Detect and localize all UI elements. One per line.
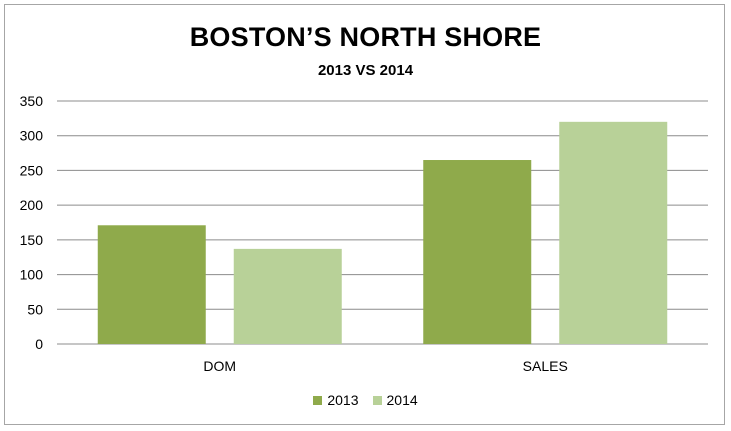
chart-title: BOSTON’S NORTH SHORE bbox=[189, 22, 542, 52]
y-tick-label: 150 bbox=[20, 232, 44, 248]
bar-dom-2013 bbox=[97, 225, 206, 344]
y-tick-label: 200 bbox=[20, 197, 44, 213]
legend-item-2013: 2013 bbox=[313, 392, 359, 408]
chart-subtitle: 2013 VS 2014 bbox=[317, 62, 414, 79]
x-tick-label: SALES bbox=[523, 358, 568, 374]
y-tick-label: 50 bbox=[27, 301, 43, 317]
x-tick-label: DOM bbox=[203, 358, 236, 374]
legend-swatch-2013 bbox=[313, 395, 323, 405]
legend-label-2014: 2014 bbox=[386, 392, 418, 408]
bar-sales-2013 bbox=[423, 160, 532, 344]
y-tick-label: 350 bbox=[20, 93, 44, 109]
legend: 2013 2014 bbox=[0, 392, 731, 408]
legend-item-2014: 2014 bbox=[372, 392, 418, 408]
y-tick-label: 100 bbox=[20, 267, 44, 283]
legend-label-2013: 2013 bbox=[327, 392, 359, 408]
bar-sales-2014 bbox=[559, 121, 668, 344]
y-tick-label: 0 bbox=[35, 336, 43, 352]
bar-dom-2014 bbox=[233, 248, 342, 344]
y-tick-label: 300 bbox=[20, 128, 44, 144]
y-tick-label: 250 bbox=[20, 162, 44, 178]
legend-swatch-2014 bbox=[372, 395, 382, 405]
